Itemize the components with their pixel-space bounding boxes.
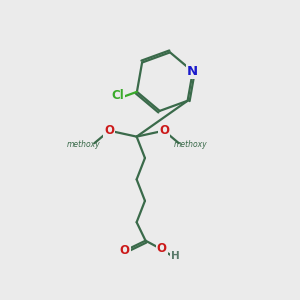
Text: O: O	[157, 242, 166, 255]
Text: N: N	[187, 65, 198, 78]
Text: O: O	[120, 244, 130, 257]
Text: O: O	[104, 124, 114, 137]
Text: Cl: Cl	[111, 89, 124, 102]
Text: H: H	[171, 251, 180, 261]
Text: methoxy: methoxy	[173, 140, 207, 149]
Text: O: O	[159, 124, 169, 137]
Text: methoxy: methoxy	[66, 140, 100, 149]
